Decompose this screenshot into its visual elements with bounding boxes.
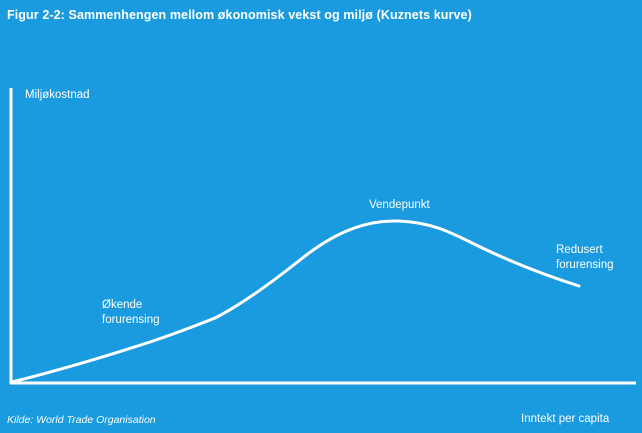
falling-annotation-line-2: forurensing <box>556 259 614 271</box>
x-axis-label: Inntekt per capita <box>521 413 610 425</box>
peak-annotation: Vendepunkt <box>369 199 430 211</box>
rising-annotation-line-1: Økende <box>102 299 143 311</box>
figure-title: Figur 2-2: Sammenhengen mellom økonomisk… <box>7 8 472 22</box>
kuznets-curve <box>10 219 581 384</box>
source-note: Kilde: World Trade Organisation <box>7 414 156 426</box>
reduced-pollution-annotation: Redusert forurensing <box>556 243 614 273</box>
rising-annotation-line-2: forurensing <box>102 314 160 326</box>
falling-annotation-line-1: Redusert <box>556 244 603 256</box>
rising-pollution-annotation: Økende forurensing <box>102 298 160 328</box>
y-axis-label: Miljøkostnad <box>25 89 90 101</box>
